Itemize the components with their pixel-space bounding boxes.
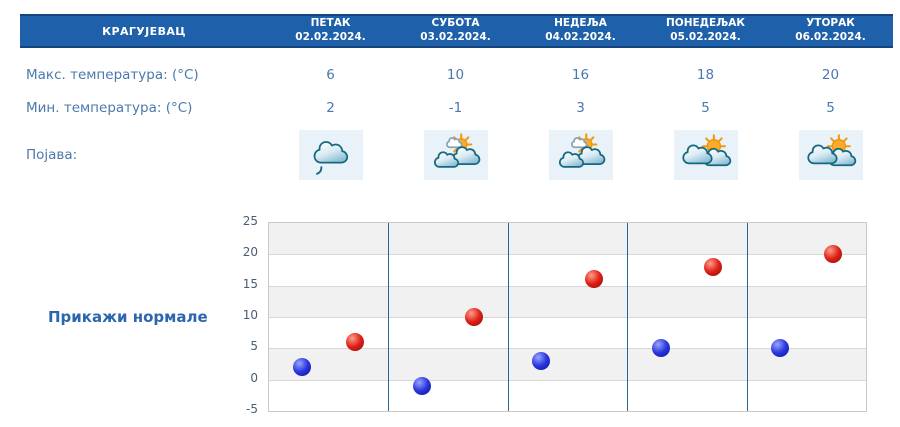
max-temp-label: Макс. температура: (°C) (26, 67, 199, 83)
day-date: 02.02.2024. (295, 31, 366, 43)
max-temp-point-4 (823, 245, 842, 264)
max-temp-point-3 (704, 257, 723, 276)
y-axis-tick-label: 25 (242, 214, 258, 228)
day-separator-line (627, 223, 629, 411)
day-header-1: СУБОТА 03.02.2024. (393, 17, 518, 44)
min-temp-value-3: 5 (701, 100, 710, 116)
day-header-2: НЕДЕЉА 04.02.2024. (518, 17, 643, 44)
y-axis-tick-label: 15 (242, 276, 258, 291)
min-temp-point-0 (293, 358, 312, 377)
show-normals-button[interactable]: Прикажи нормале (48, 308, 208, 326)
chart-band (269, 317, 866, 349)
temperature-chart: 25 20 15 10 5 0 -5 (0, 214, 900, 416)
day-separator-line (388, 223, 390, 411)
gridline (269, 317, 866, 318)
clouds-with-sun-icon (798, 130, 863, 180)
sun-behind-clouds-icon (548, 130, 613, 180)
min-temp-value-2: 3 (576, 100, 585, 116)
min-temp-value-0: 2 (326, 100, 335, 116)
max-temp-point-1 (465, 308, 484, 326)
max-temp-value-2: 16 (571, 67, 590, 83)
y-axis-tick-label: 5 (250, 339, 258, 354)
y-axis-tick-label: 20 (242, 245, 258, 260)
y-axis-tick-label: 10 (242, 308, 258, 322)
chart-band (269, 348, 866, 380)
day-separator-line (507, 223, 509, 411)
day-name: ПОНЕДЕЉАК (665, 17, 746, 30)
day-date: 06.02.2024. (795, 31, 866, 43)
min-temp-point-2 (532, 351, 551, 370)
weather-icon-cell-4 (768, 130, 893, 180)
forecast-table: КРАГУЈЕВАЦ ПЕТАК 02.02.2024. СУБОТА 03.02.2… (20, 14, 893, 181)
max-temp-point-2 (584, 270, 603, 289)
chart-band (269, 223, 866, 255)
chart-plot-area (268, 222, 867, 412)
day-name: ПЕТАК (310, 17, 351, 30)
min-temp-row: Мин. температура: (°C) 2 -1 3 5 5 (20, 97, 893, 119)
day-header-3: ПОНЕДЕЉАК 05.02.2024. (643, 17, 768, 44)
min-temp-value-1: -1 (448, 100, 463, 116)
min-temp-value-4: 5 (826, 100, 835, 116)
cloud-drizzle-icon (298, 130, 363, 180)
weather-icon-cell-0 (268, 130, 393, 180)
gridline (269, 348, 866, 350)
phenomenon-label: Појава: (26, 147, 78, 163)
chart-band (269, 379, 866, 411)
gridline (269, 379, 866, 381)
min-temp-point-4 (771, 339, 789, 358)
gridline (269, 285, 866, 287)
location-header: КРАГУЈЕВАЦ (102, 24, 186, 38)
sun-behind-clouds-icon (423, 130, 488, 180)
max-temp-row: Макс. температура: (°C) 6 10 16 18 20 (20, 64, 893, 86)
phenomenon-row: Појава: (20, 129, 893, 181)
day-header-0: ПЕТАК 02.02.2024. (268, 17, 393, 44)
max-temp-value-0: 6 (326, 67, 335, 83)
chart-band (269, 285, 866, 317)
max-temp-point-0 (346, 333, 364, 352)
max-temp-value-1: 10 (446, 67, 465, 83)
weather-icon-cell-3 (643, 130, 768, 180)
day-name: УТОРАК (806, 17, 855, 30)
weather-icon-cell-1 (393, 130, 518, 180)
day-date: 04.02.2024. (545, 31, 616, 43)
y-axis-tick-label: -5 (246, 402, 258, 416)
day-name: НЕДЕЉА (554, 17, 607, 30)
max-temp-value-4: 20 (821, 67, 840, 83)
chart-band (269, 254, 866, 286)
day-date: 03.02.2024. (420, 31, 491, 43)
gridline (269, 254, 866, 256)
min-temp-point-3 (651, 339, 670, 358)
day-date: 05.02.2024. (670, 31, 741, 43)
y-axis-tick-label: 0 (250, 370, 258, 385)
min-temp-label: Мин. температура: (°C) (26, 100, 193, 116)
clouds-with-sun-icon (673, 130, 738, 180)
min-temp-point-1 (412, 376, 431, 395)
day-header-4: УТОРАК 06.02.2024. (768, 17, 893, 44)
weather-icon-cell-2 (518, 130, 643, 180)
day-separator-line (746, 223, 748, 411)
table-header-row: КРАГУЈЕВАЦ ПЕТАК 02.02.2024. СУБОТА 03.02.2… (20, 14, 893, 48)
max-temp-value-3: 18 (696, 67, 715, 83)
day-name: СУБОТА (431, 17, 480, 30)
